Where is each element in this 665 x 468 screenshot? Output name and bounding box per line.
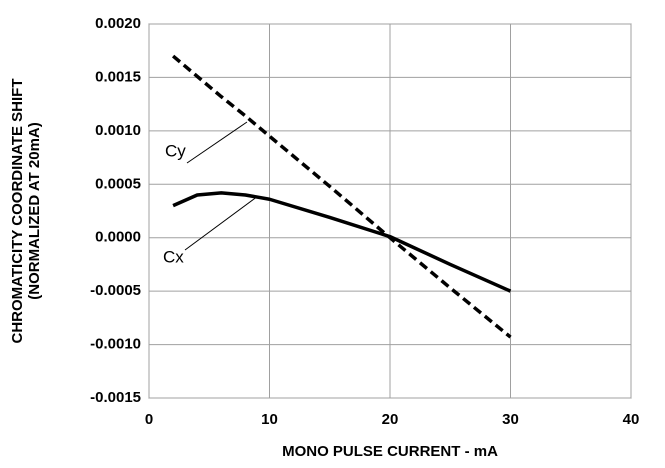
leader-line [186, 121, 248, 164]
y-tick-label: 0.0000 [95, 229, 141, 246]
series-label: Cx [163, 247, 184, 266]
y-tick-label: -0.0015 [90, 389, 141, 406]
series-line [172, 191, 512, 293]
y-tick-label: 0.0015 [95, 68, 141, 85]
y-tick-label: 0.0020 [95, 15, 141, 32]
series-line [171, 54, 512, 339]
y-tick-label: -0.0005 [90, 282, 141, 299]
x-axis-label: MONO PULSE CURRENT - mA [282, 443, 498, 460]
y-tick-label: -0.0010 [90, 336, 141, 353]
series-label: Cy [165, 141, 186, 160]
x-tick-label: 30 [502, 411, 519, 428]
x-tick-label: 40 [623, 411, 640, 428]
x-tick-label: 20 [382, 411, 399, 428]
y-tick-label: 0.0010 [95, 122, 141, 139]
x-tick-label: 10 [261, 411, 278, 428]
y-tick-label: 0.0005 [95, 175, 141, 192]
y-axis-label: (NORMALIZED AT 20mA) [26, 122, 43, 300]
x-tick-label: 0 [145, 411, 153, 428]
leader-line [184, 195, 259, 251]
y-axis-label: CHROMATICITY COORDINATE SHIFT [9, 79, 26, 344]
